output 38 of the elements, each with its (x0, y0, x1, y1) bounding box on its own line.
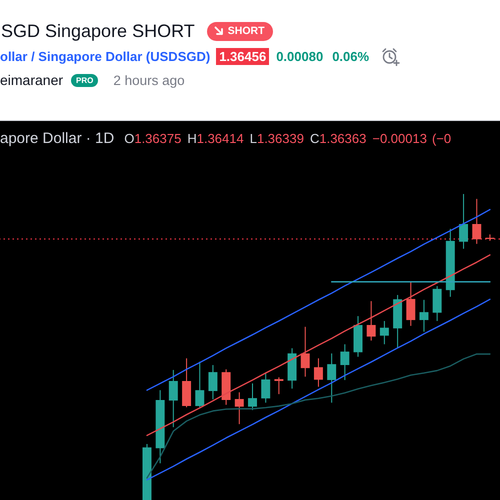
candlestick (472, 198, 482, 244)
candlestick (195, 361, 204, 408)
candlestick (459, 194, 468, 250)
candlestick (366, 300, 376, 342)
candlestick (248, 382, 257, 411)
candlestick (340, 344, 350, 381)
text: C (310, 130, 320, 146)
badge: SHORT (206, 22, 272, 40)
text: 1.36414 (196, 130, 244, 146)
text: H (187, 130, 197, 146)
text: 1.36339 (256, 130, 304, 146)
text: 0.00080 (276, 48, 324, 64)
text: 2 hours ago (113, 72, 185, 88)
text: L (250, 130, 257, 146)
candlestick (208, 364, 218, 400)
candlestick (327, 352, 336, 404)
text: O (124, 130, 134, 146)
candlestick (406, 282, 416, 326)
text: PRO (71, 74, 98, 86)
candlestick (168, 369, 178, 428)
candlestick (432, 286, 442, 322)
chart-subtitle: ollar / Singapore Dollar (USDSGD) (0, 48, 210, 64)
candlestick (380, 320, 389, 345)
candlestick (234, 392, 244, 425)
chart-title: SGD Singapore SHORT (1, 20, 195, 42)
candlestick (300, 326, 310, 378)
text: 1.36363 (319, 130, 366, 146)
text: 0.06% (332, 48, 370, 64)
text: 1.36456 (216, 48, 270, 64)
text: apore Dollar · 1D (0, 130, 114, 146)
candlestick (261, 372, 270, 404)
candlestick (274, 376, 284, 395)
candlestick (419, 299, 428, 332)
text: 1.36375 (134, 130, 182, 146)
text: eimaraner (0, 72, 64, 88)
candlestick (314, 358, 323, 388)
text: (−0 (432, 130, 452, 146)
text: −0.00013 (372, 130, 427, 146)
